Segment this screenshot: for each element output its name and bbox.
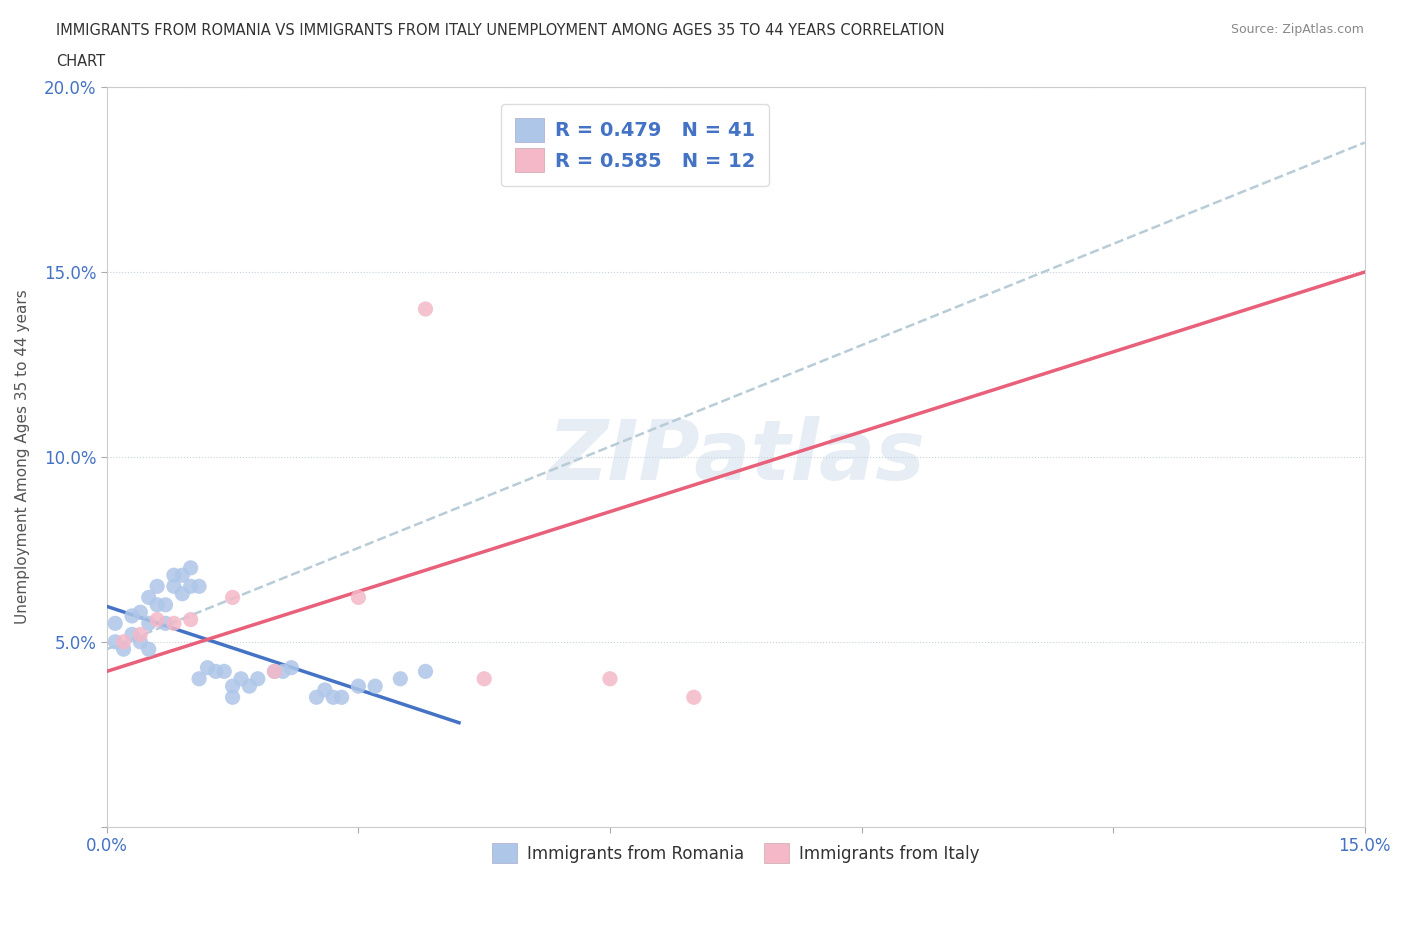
- Text: CHART: CHART: [56, 54, 105, 69]
- Point: [112, 642, 135, 657]
- Point: [197, 660, 219, 675]
- Point: [599, 671, 621, 686]
- Point: [221, 690, 243, 705]
- Point: [180, 612, 202, 627]
- Legend: Immigrants from Romania, Immigrants from Italy: Immigrants from Romania, Immigrants from…: [485, 836, 986, 870]
- Point: [221, 590, 243, 604]
- Text: Source: ZipAtlas.com: Source: ZipAtlas.com: [1230, 23, 1364, 36]
- Point: [121, 627, 143, 642]
- Point: [347, 590, 370, 604]
- Text: IMMIGRANTS FROM ROMANIA VS IMMIGRANTS FROM ITALY UNEMPLOYMENT AMONG AGES 35 TO 4: IMMIGRANTS FROM ROMANIA VS IMMIGRANTS FR…: [56, 23, 945, 38]
- Point: [104, 634, 127, 649]
- Point: [271, 664, 294, 679]
- Point: [389, 671, 412, 686]
- Point: [146, 597, 169, 612]
- Point: [364, 679, 387, 694]
- Y-axis label: Unemployment Among Ages 35 to 44 years: Unemployment Among Ages 35 to 44 years: [15, 289, 30, 624]
- Point: [322, 690, 344, 705]
- Point: [138, 616, 160, 631]
- Point: [163, 616, 186, 631]
- Point: [180, 578, 202, 593]
- Point: [472, 671, 495, 686]
- Point: [415, 301, 437, 316]
- Point: [172, 586, 194, 601]
- Point: [146, 612, 169, 627]
- Point: [138, 642, 160, 657]
- Point: [263, 664, 285, 679]
- Point: [221, 679, 243, 694]
- Point: [112, 634, 135, 649]
- Point: [129, 634, 152, 649]
- Point: [280, 660, 302, 675]
- Point: [238, 679, 260, 694]
- Point: [330, 690, 353, 705]
- Point: [205, 664, 228, 679]
- Point: [229, 671, 252, 686]
- Point: [129, 604, 152, 619]
- Point: [146, 578, 169, 593]
- Point: [155, 597, 177, 612]
- Text: ZIPatlas: ZIPatlas: [547, 417, 925, 498]
- Point: [347, 679, 370, 694]
- Point: [180, 561, 202, 576]
- Point: [163, 578, 186, 593]
- Point: [305, 690, 328, 705]
- Point: [138, 590, 160, 604]
- Point: [246, 671, 269, 686]
- Point: [104, 616, 127, 631]
- Point: [163, 568, 186, 583]
- Point: [155, 616, 177, 631]
- Point: [188, 671, 211, 686]
- Point: [415, 664, 437, 679]
- Point: [121, 608, 143, 623]
- Point: [188, 578, 211, 593]
- Point: [263, 664, 285, 679]
- Point: [314, 683, 336, 698]
- Point: [212, 664, 235, 679]
- Point: [172, 568, 194, 583]
- Point: [129, 627, 152, 642]
- Point: [682, 690, 704, 705]
